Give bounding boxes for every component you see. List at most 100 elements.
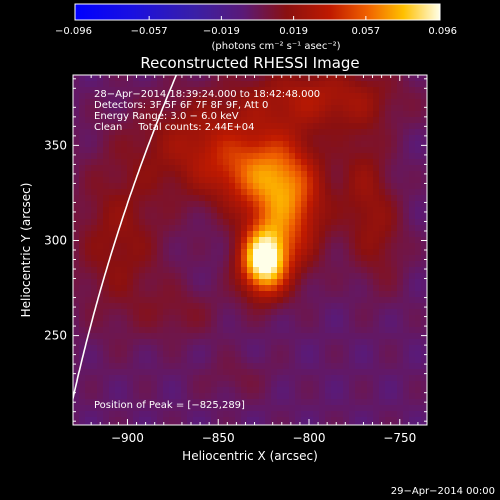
heatmap-cell [151,417,158,424]
heatmap-cell [163,213,170,220]
heatmap-cell [103,261,110,268]
heatmap-cell [85,153,92,160]
heatmap-cell [139,153,146,160]
heatmap-cell [145,237,152,244]
heatmap-cell [337,411,344,418]
heatmap-cell [373,225,380,232]
heatmap-cell [73,159,80,166]
heatmap-cell [253,315,260,322]
heatmap-cell [325,249,332,256]
heatmap-cell [163,87,170,94]
heatmap-cell [97,411,104,418]
heatmap-cell [289,183,296,190]
heatmap-cell [253,405,260,412]
heatmap-cell [157,321,164,328]
heatmap-cell [343,195,350,202]
heatmap-cell [271,387,278,394]
heatmap-cell [139,135,146,142]
heatmap-cell [247,351,254,358]
heatmap-cell [337,201,344,208]
heatmap-cell [319,249,326,256]
heatmap-cell [379,267,386,274]
heatmap-cell [307,243,314,250]
heatmap-cell [211,255,218,262]
heatmap-cell [199,231,206,238]
heatmap-cell [367,231,374,238]
heatmap-cell [151,393,158,400]
heatmap-cell [265,315,272,322]
heatmap-cell [265,303,272,310]
heatmap-cell [331,267,338,274]
heatmap-cell [133,303,140,310]
heatmap-cell [217,87,224,94]
heatmap-cell [181,393,188,400]
heatmap-cell [379,231,386,238]
heatmap-cell [211,327,218,334]
heatmap-cell [121,195,128,202]
heatmap-cell [355,417,362,424]
heatmap-cell [127,123,134,130]
heatmap-cell [361,375,368,382]
heatmap-cell [259,303,266,310]
heatmap-cell [307,195,314,202]
heatmap-cell [97,213,104,220]
heatmap-cell [151,219,158,226]
heatmap-cell [97,225,104,232]
heatmap-cell [193,93,200,100]
heatmap-cell [403,363,410,370]
heatmap-cell [151,207,158,214]
heatmap-cell [277,273,284,280]
heatmap-cell [277,207,284,214]
heatmap-cell [403,201,410,208]
heatmap-cell [121,87,128,94]
heatmap-cell [295,195,302,202]
heatmap-cell [151,345,158,352]
heatmap-cell [223,411,230,418]
heatmap-cell [355,225,362,232]
heatmap-cell [133,99,140,106]
heatmap-cell [337,129,344,136]
heatmap-cell [319,309,326,316]
heatmap-cell [211,237,218,244]
heatmap-cell [97,315,104,322]
heatmap-cell [403,147,410,154]
heatmap-cell [277,195,284,202]
heatmap-cell [103,423,110,425]
heatmap-cell [109,381,116,388]
heatmap-cell [175,345,182,352]
heatmap-cell [421,303,427,310]
heatmap-cell [277,249,284,256]
heatmap-cell [109,87,116,94]
heatmap-cell [109,423,116,425]
heatmap-cell [337,345,344,352]
heatmap-cell [247,87,254,94]
heatmap-cell [301,99,308,106]
heatmap-cell [121,387,128,394]
heatmap-cell [247,165,254,172]
heatmap-cell [283,99,290,106]
heatmap-cell [397,165,404,172]
heatmap-cell [85,339,92,346]
heatmap-cell [103,249,110,256]
heatmap-cell [79,267,86,274]
heatmap-cell [349,321,356,328]
heatmap-cell [253,393,260,400]
heatmap-cell [223,315,230,322]
heatmap-cell [241,327,248,334]
heatmap-cell [91,423,98,425]
heatmap-cell [337,297,344,304]
heatmap-cell [187,177,194,184]
heatmap-cell [301,279,308,286]
heatmap-cell [253,153,260,160]
heatmap-cell [181,261,188,268]
heatmap-cell [313,315,320,322]
heatmap-cell [403,381,410,388]
heatmap-cell [169,249,176,256]
heatmap-cell [277,159,284,166]
heatmap-cell [277,315,284,322]
heatmap-cell [223,417,230,424]
heatmap-cell [73,243,80,250]
heatmap-cell [313,423,320,425]
heatmap-cell [409,201,416,208]
heatmap-cell [295,369,302,376]
